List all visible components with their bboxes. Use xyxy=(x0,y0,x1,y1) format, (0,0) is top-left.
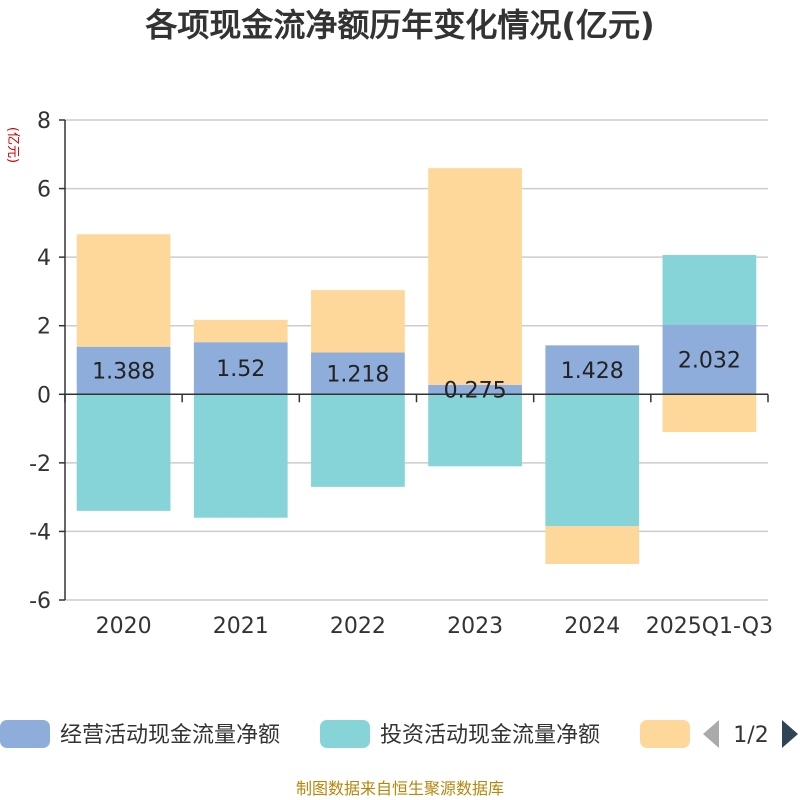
bar-2022-series-3 xyxy=(311,290,405,353)
data-label-2021: 1.52 xyxy=(216,357,265,382)
legend-label-2[interactable]: 投资活动现金流量净额 xyxy=(380,723,600,748)
bar-2022-series-1 xyxy=(311,352,405,395)
bar-2024-series-3 xyxy=(545,526,640,564)
bar-2025Q1-Q3-series-3 xyxy=(662,394,757,432)
bar-2024-series-1 xyxy=(545,345,640,395)
bar-2021-series-1 xyxy=(193,342,288,395)
data-label-2023: 0.275 xyxy=(444,379,507,404)
y-tick-label: 8 xyxy=(37,109,51,134)
bar-2023-series-2 xyxy=(428,394,522,467)
bar-2020-series-2 xyxy=(76,394,171,511)
bar-2021-series-3 xyxy=(193,319,288,343)
y-tick-label: -4 xyxy=(29,520,51,545)
x-tick-label: 2023 xyxy=(447,614,503,639)
data-label-2022: 1.218 xyxy=(326,362,389,387)
y-tick-label: -6 xyxy=(29,589,51,614)
y-tick-label: 0 xyxy=(37,383,51,408)
bar-2020-series-1 xyxy=(76,346,171,395)
gridlines xyxy=(65,119,768,601)
bar-2025Q1-Q3-series-1 xyxy=(662,324,757,395)
bar-2022-series-2 xyxy=(311,394,405,487)
legend-swatch-1[interactable] xyxy=(0,720,50,748)
bar-2020-series-3 xyxy=(76,234,171,347)
legend-page-indicator: 1/2 xyxy=(733,723,768,748)
x-tick-label: 2020 xyxy=(96,614,152,639)
y-tick-label: -2 xyxy=(29,452,51,477)
data-label-2025Q1-Q3: 2.032 xyxy=(678,348,741,373)
x-tick-label: 2021 xyxy=(213,614,269,639)
legend-swatch-3[interactable] xyxy=(640,720,690,748)
bar-2025Q1-Q3-series-2 xyxy=(662,255,757,325)
x-tick-label: 2025Q1-Q3 xyxy=(646,614,773,639)
chart-title: 各项现金流净额历年变化情况(亿元) xyxy=(145,6,654,44)
data-label-2024: 1.428 xyxy=(561,359,624,384)
bar-2023-series-1 xyxy=(428,384,522,395)
bar-2023-series-3 xyxy=(428,168,522,385)
legend-next-icon[interactable] xyxy=(782,720,798,748)
data-labels: 1.388 1.52 1.218 0.275 1.428 2.032 xyxy=(92,348,741,403)
x-tick-label: 2024 xyxy=(564,614,620,639)
legend-label-1[interactable]: 经营活动现金流量净额 xyxy=(60,723,280,748)
bar-2021-series-2 xyxy=(193,394,288,518)
data-label-2020: 1.388 xyxy=(92,359,155,384)
y-tick-label: 2 xyxy=(37,315,51,340)
legend-swatch-2[interactable] xyxy=(320,720,370,748)
legend-prev-icon[interactable] xyxy=(703,720,719,748)
y-tick-label: 6 xyxy=(37,178,51,203)
y-tick-label: 4 xyxy=(37,246,51,271)
y-axis-label: (亿元) xyxy=(5,127,20,163)
bars xyxy=(76,168,757,564)
x-tick-label: 2022 xyxy=(330,614,386,639)
axes: -6 -4 -2 0 2 4 6 8 2020 2021 2022 2023 2024 2025Q1-Q3 xyxy=(29,109,773,639)
bar-2024-series-2 xyxy=(545,394,640,527)
source-note: 制图数据来自恒生聚源数据库 xyxy=(296,779,504,798)
legend: 经营活动现金流量净额 投资活动现金流量净额 1/2 xyxy=(0,720,798,748)
